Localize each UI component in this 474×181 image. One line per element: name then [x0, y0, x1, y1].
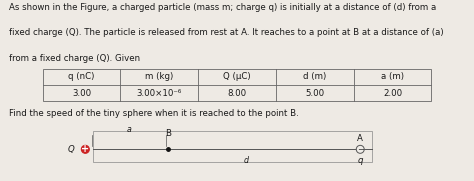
Text: −: −: [357, 145, 364, 154]
Text: 5.00: 5.00: [305, 89, 324, 98]
Text: 8.00: 8.00: [228, 89, 246, 98]
Text: B: B: [165, 129, 171, 138]
Bar: [93, 131, 372, 162]
Text: fixed charge (Q). The particle is released from rest at A. It reaches to a point: fixed charge (Q). The particle is releas…: [9, 28, 444, 37]
Text: a: a: [127, 125, 131, 134]
Text: 2.00: 2.00: [383, 89, 402, 98]
Text: from a fixed charge (Q). Given: from a fixed charge (Q). Given: [9, 54, 141, 63]
Text: Q (μC): Q (μC): [223, 72, 251, 81]
Text: Find the speed of the tiny sphere when it is reached to the point B.: Find the speed of the tiny sphere when i…: [9, 109, 299, 118]
Text: +: +: [81, 144, 90, 154]
Ellipse shape: [82, 145, 89, 153]
Text: a (m): a (m): [381, 72, 404, 81]
Text: d (m): d (m): [303, 72, 327, 81]
Bar: [43, 69, 431, 101]
Text: A: A: [357, 134, 363, 143]
Text: q: q: [357, 156, 363, 165]
Text: q (nC): q (nC): [68, 72, 95, 81]
Text: m (kg): m (kg): [145, 72, 173, 81]
Text: 3.00: 3.00: [72, 89, 91, 98]
Text: 3.00×10⁻⁶: 3.00×10⁻⁶: [137, 89, 182, 98]
Ellipse shape: [356, 145, 364, 153]
Text: As shown in the Figure, a charged particle (mass m; charge q) is initially at a : As shown in the Figure, a charged partic…: [9, 3, 437, 12]
Text: Q: Q: [67, 145, 74, 154]
Text: d: d: [244, 156, 249, 165]
